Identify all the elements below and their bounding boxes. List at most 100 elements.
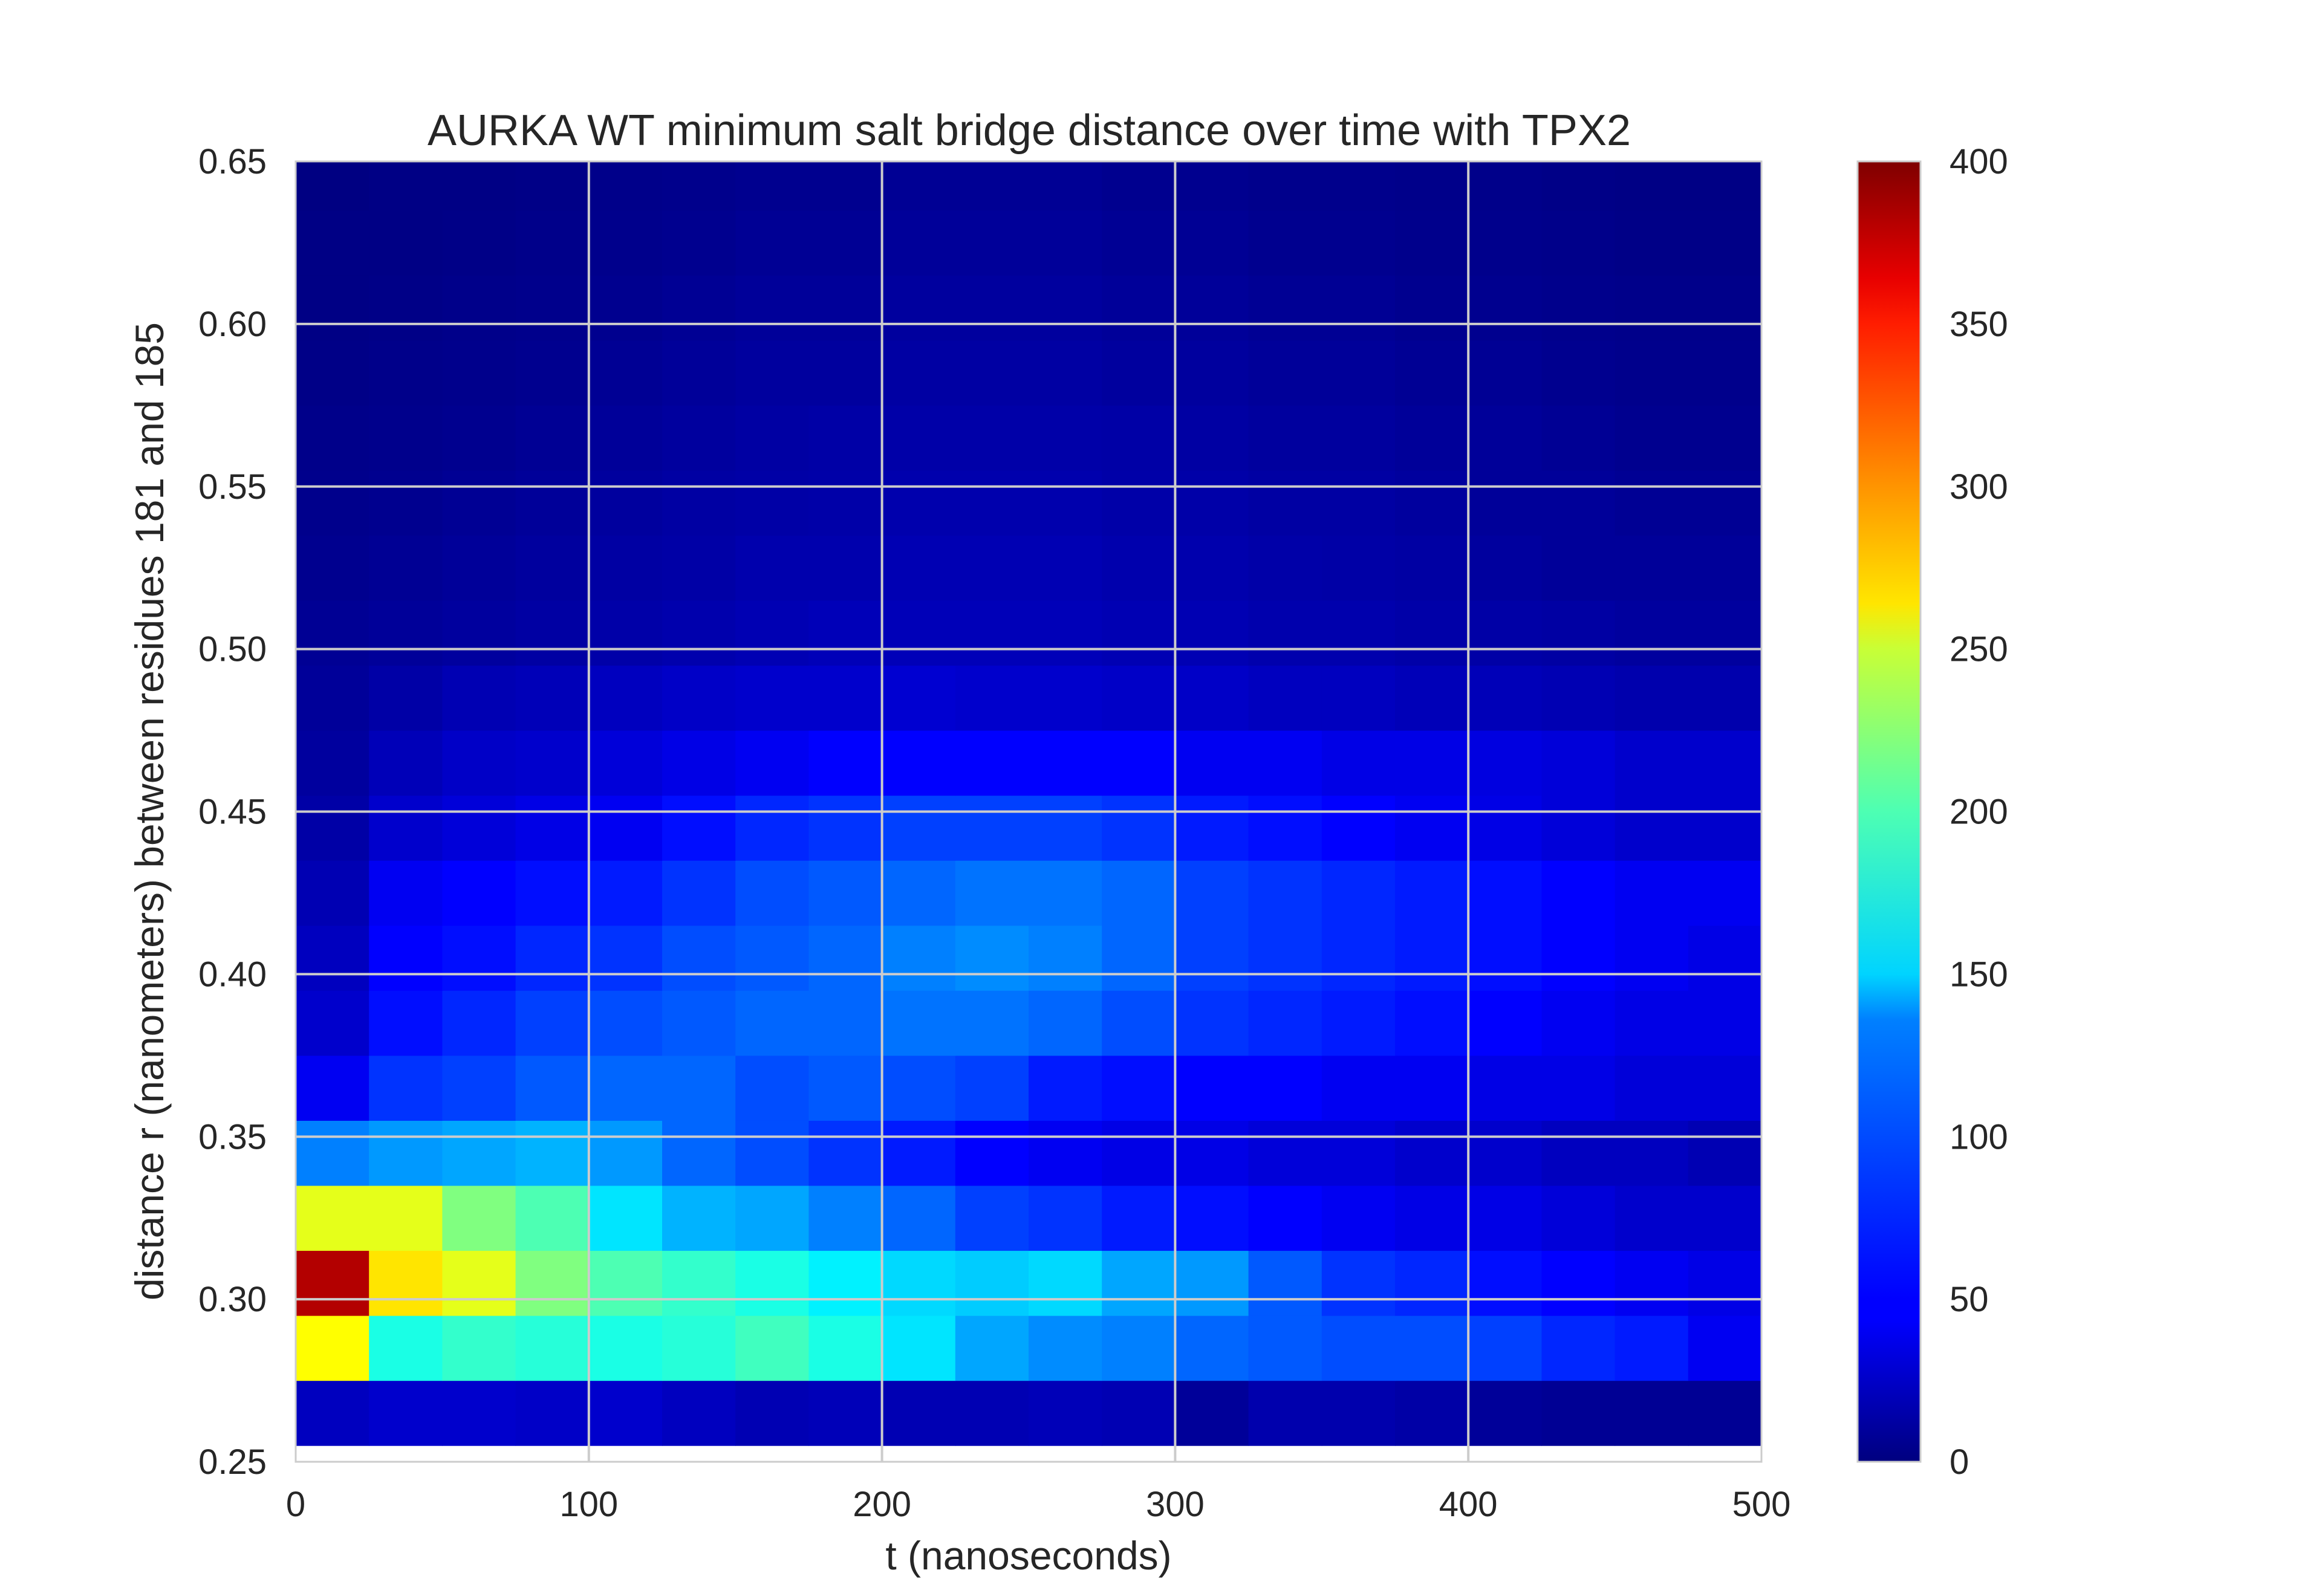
heatmap-cell (1175, 1055, 1249, 1121)
heatmap-cell (735, 1055, 809, 1121)
heatmap-cell (442, 340, 516, 406)
heatmap-cell (955, 535, 1029, 601)
heatmap-cell (735, 730, 809, 796)
heatmap-cell (1248, 1315, 1322, 1381)
heatmap-cell (442, 925, 516, 991)
heatmap-cell (588, 1055, 663, 1121)
heatmap-cell (1541, 470, 1616, 536)
heatmap-cell (442, 470, 516, 536)
heatmap-cell (735, 665, 809, 731)
heatmap-cell (1468, 535, 1542, 601)
heatmap-cell (662, 795, 736, 861)
heatmap-cell (882, 405, 956, 471)
heatmap-cell (296, 535, 369, 601)
heatmap-cell (808, 405, 883, 471)
heatmap-cell (1029, 405, 1102, 471)
heatmap-cell (1248, 1120, 1322, 1186)
heatmap-cell (735, 860, 809, 926)
heatmap-cell (1321, 860, 1396, 926)
plot-frame (294, 160, 1763, 1463)
colorbar-tick-label: 350 (1950, 305, 2008, 344)
heatmap-cell (882, 1250, 956, 1316)
heatmap-cell (808, 600, 883, 666)
heatmap-cell (1175, 600, 1249, 666)
heatmap-cell (1248, 275, 1322, 341)
heatmap-cell (1468, 990, 1542, 1056)
heatmap-cell (808, 730, 883, 796)
heatmap-cell (1541, 1055, 1616, 1121)
heatmap-cell (1541, 210, 1616, 276)
heatmap-cell (735, 210, 809, 276)
heatmap-cell (882, 470, 956, 536)
heatmap-cell (1321, 161, 1396, 211)
heatmap-cell (369, 405, 443, 471)
heatmap-cell (515, 210, 590, 276)
heatmap-cell (588, 470, 663, 536)
heatmap-cell (1688, 730, 1762, 796)
heatmap-cell (1541, 1315, 1616, 1381)
heatmap-cell (588, 730, 663, 796)
x-tick-label: 100 (559, 1485, 618, 1524)
heatmap-cell (1102, 1120, 1176, 1186)
heatmap-cell (369, 1185, 443, 1251)
heatmap-cell (1321, 210, 1396, 276)
heatmap-cell (1541, 600, 1616, 666)
heatmap-cell (296, 1055, 369, 1121)
heatmap-cell (1468, 1315, 1542, 1381)
heatmap-cell (1321, 665, 1396, 731)
heatmap-cell (662, 1250, 736, 1316)
heatmap-cell (735, 470, 809, 536)
heatmap-cell (1688, 161, 1762, 211)
heatmap-cell (955, 1380, 1029, 1446)
heatmap-cell (1395, 470, 1469, 536)
heatmap-cell (442, 275, 516, 341)
heatmap-cell (1615, 1185, 1689, 1251)
y-axis-ticks: 0.25 0.30 0.35 0.40 0.45 0.50 0.55 0.60 0.65 (198, 142, 267, 1482)
heatmap-cell (808, 275, 883, 341)
heatmap-cell (882, 1315, 956, 1381)
x-tick-label: 300 (1146, 1485, 1205, 1524)
heatmap-cell (1468, 1185, 1542, 1251)
heatmap-cell (1541, 535, 1616, 601)
heatmap-cell (808, 161, 883, 211)
y-tick-label: 0.60 (198, 305, 267, 344)
heatmap-cell (1321, 925, 1396, 991)
heatmap-cell (955, 925, 1029, 991)
heatmap-cell (1321, 1315, 1396, 1381)
heatmap-cell (1615, 1250, 1689, 1316)
heatmap-cell (369, 161, 443, 211)
heatmap-cell (808, 925, 883, 991)
heatmap-cell (662, 161, 736, 211)
heatmap-cell (1029, 210, 1102, 276)
heatmap-cell (1102, 161, 1176, 211)
heatmap-cell (882, 161, 956, 211)
heatmap-cell (1541, 1380, 1616, 1446)
heatmap-cell (1029, 665, 1102, 731)
heatmap-cell (882, 1380, 956, 1446)
heatmap-cell (588, 1185, 663, 1251)
heatmap-cell (442, 1250, 516, 1316)
heatmap-cell (1321, 1185, 1396, 1251)
heatmap-cell (1029, 535, 1102, 601)
heatmap-cell (662, 990, 736, 1056)
heatmap-cell (1395, 1315, 1469, 1381)
heatmap-cell (369, 1315, 443, 1381)
heatmap-cell (369, 600, 443, 666)
heatmap-cell (442, 1315, 516, 1381)
heatmap-cell (1468, 210, 1542, 276)
heatmap-cell (1029, 275, 1102, 341)
heatmap-cell (808, 665, 883, 731)
heatmap-cell (1615, 275, 1689, 341)
heatmap-cell (882, 535, 956, 601)
heatmap-cell (1102, 990, 1176, 1056)
colorbar-tick-label: 300 (1950, 467, 2008, 507)
heatmap-cell (1248, 990, 1322, 1056)
heatmap-cell (662, 1120, 736, 1186)
heatmap-cell (296, 1315, 369, 1381)
heatmap-cell (442, 405, 516, 471)
heatmap-cell (1321, 1055, 1396, 1121)
heatmap-cell (955, 1250, 1029, 1316)
heatmap-cell (735, 600, 809, 666)
colorbar-tick-label: 150 (1950, 955, 2008, 994)
heatmap-cell (442, 795, 516, 861)
